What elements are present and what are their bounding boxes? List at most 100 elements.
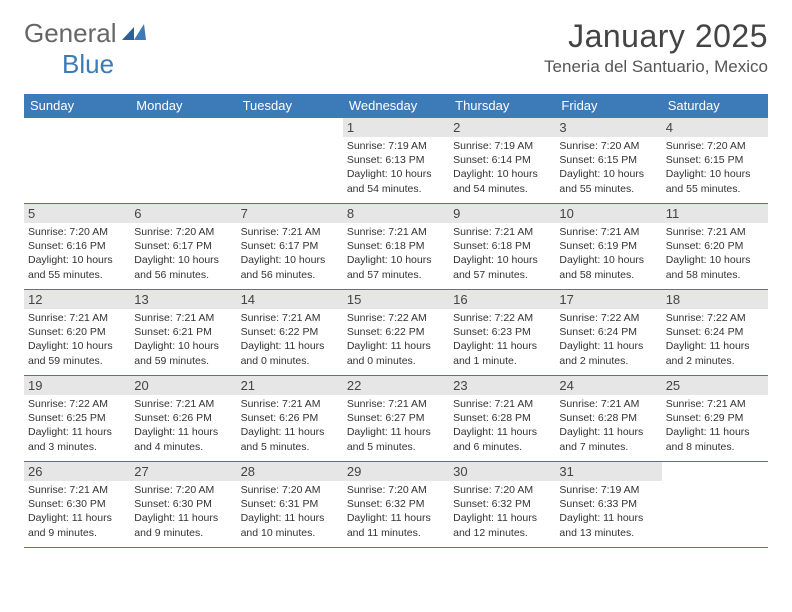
- day-info: Sunrise: 7:19 AMSunset: 6:13 PMDaylight:…: [347, 139, 445, 196]
- month-title: January 2025: [544, 18, 768, 55]
- day-cell: 11 Sunrise: 7:21 AMSunset: 6:20 PMDayligh…: [662, 204, 768, 290]
- day-number: 28: [237, 462, 343, 481]
- day-info: Sunrise: 7:20 AMSunset: 6:32 PMDaylight:…: [347, 483, 445, 540]
- day-number: 31: [555, 462, 661, 481]
- day-cell: 30 Sunrise: 7:20 AMSunset: 6:32 PMDayligh…: [449, 462, 555, 548]
- day-info: Sunrise: 7:21 AMSunset: 6:27 PMDaylight:…: [347, 397, 445, 454]
- day-header-thu: Thursday: [449, 94, 555, 118]
- day-number: 19: [24, 376, 130, 395]
- day-cell: 19 Sunrise: 7:22 AMSunset: 6:25 PMDayligh…: [24, 376, 130, 462]
- location-label: Teneria del Santuario, Mexico: [544, 57, 768, 77]
- day-cell: 29 Sunrise: 7:20 AMSunset: 6:32 PMDayligh…: [343, 462, 449, 548]
- day-cell: 9Sunrise: 7:21 AMSunset: 6:18 PMDaylight…: [449, 204, 555, 290]
- day-cell: 16 Sunrise: 7:22 AMSunset: 6:23 PMDayligh…: [449, 290, 555, 376]
- day-info: Sunrise: 7:20 AMSunset: 6:31 PMDaylight:…: [241, 483, 339, 540]
- week-row: 5 Sunrise: 7:20 AMSunset: 6:16 PMDaylight…: [24, 204, 768, 290]
- day-number: 30: [449, 462, 555, 481]
- day-cell: 27Sunrise: 7:20 AMSunset: 6:30 PMDayligh…: [130, 462, 236, 548]
- day-cell: 23Sunrise: 7:21 AMSunset: 6:28 PMDayligh…: [449, 376, 555, 462]
- day-info: Sunrise: 7:20 AMSunset: 6:32 PMDaylight:…: [453, 483, 551, 540]
- day-info: Sunrise: 7:21 AMSunset: 6:28 PMDaylight:…: [453, 397, 551, 454]
- day-info: Sunrise: 7:22 AMSunset: 6:25 PMDaylight:…: [28, 397, 126, 454]
- day-number: 13: [130, 290, 236, 309]
- day-cell: 2 Sunrise: 7:19 AMSunset: 6:14 PMDaylight…: [449, 118, 555, 204]
- day-cell: 5 Sunrise: 7:20 AMSunset: 6:16 PMDaylight…: [24, 204, 130, 290]
- day-header-tue: Tuesday: [237, 94, 343, 118]
- day-cell: [237, 118, 343, 204]
- day-cell: [130, 118, 236, 204]
- day-cell: 7 Sunrise: 7:21 AMSunset: 6:17 PMDaylight…: [237, 204, 343, 290]
- day-cell: 18 Sunrise: 7:22 AMSunset: 6:24 PMDayligh…: [662, 290, 768, 376]
- day-cell: 13Sunrise: 7:21 AMSunset: 6:21 PMDayligh…: [130, 290, 236, 376]
- day-info: Sunrise: 7:21 AMSunset: 6:26 PMDaylight:…: [241, 397, 339, 454]
- day-info: Sunrise: 7:21 AMSunset: 6:18 PMDaylight:…: [453, 225, 551, 282]
- day-header-wed: Wednesday: [343, 94, 449, 118]
- day-info: Sunrise: 7:21 AMSunset: 6:26 PMDaylight:…: [134, 397, 232, 454]
- day-number: 12: [24, 290, 130, 309]
- day-number: 16: [449, 290, 555, 309]
- day-number: 25: [662, 376, 768, 395]
- day-number: 2: [449, 118, 555, 137]
- calendar-table: Sunday Monday Tuesday Wednesday Thursday…: [24, 94, 768, 548]
- day-number: 20: [130, 376, 236, 395]
- day-number: 15: [343, 290, 449, 309]
- logo: General: [24, 18, 150, 49]
- day-number: 29: [343, 462, 449, 481]
- day-info: Sunrise: 7:21 AMSunset: 6:17 PMDaylight:…: [241, 225, 339, 282]
- day-info: Sunrise: 7:22 AMSunset: 6:22 PMDaylight:…: [347, 311, 445, 368]
- day-cell: 6 Sunrise: 7:20 AMSunset: 6:17 PMDaylight…: [130, 204, 236, 290]
- day-cell: 22 Sunrise: 7:21 AMSunset: 6:27 PMDayligh…: [343, 376, 449, 462]
- day-number: 18: [662, 290, 768, 309]
- day-cell: 20 Sunrise: 7:21 AMSunset: 6:26 PMDayligh…: [130, 376, 236, 462]
- day-header-row: Sunday Monday Tuesday Wednesday Thursday…: [24, 94, 768, 118]
- day-cell: 14 Sunrise: 7:21 AMSunset: 6:22 PMDayligh…: [237, 290, 343, 376]
- day-info: Sunrise: 7:20 AMSunset: 6:16 PMDaylight:…: [28, 225, 126, 282]
- day-number: 6: [130, 204, 236, 223]
- day-info: Sunrise: 7:22 AMSunset: 6:24 PMDaylight:…: [559, 311, 657, 368]
- day-info: Sunrise: 7:19 AMSunset: 6:14 PMDaylight:…: [453, 139, 551, 196]
- day-cell: 24Sunrise: 7:21 AMSunset: 6:28 PMDayligh…: [555, 376, 661, 462]
- day-info: Sunrise: 7:21 AMSunset: 6:19 PMDaylight:…: [559, 225, 657, 282]
- day-cell: 31 Sunrise: 7:19 AMSunset: 6:33 PMDayligh…: [555, 462, 661, 548]
- day-number: 17: [555, 290, 661, 309]
- day-info: Sunrise: 7:22 AMSunset: 6:23 PMDaylight:…: [453, 311, 551, 368]
- day-number: 4: [662, 118, 768, 137]
- day-number: 3: [555, 118, 661, 137]
- day-header-fri: Friday: [555, 94, 661, 118]
- day-number: 22: [343, 376, 449, 395]
- day-cell: 15 Sunrise: 7:22 AMSunset: 6:22 PMDayligh…: [343, 290, 449, 376]
- day-info: Sunrise: 7:20 AMSunset: 6:30 PMDaylight:…: [134, 483, 232, 540]
- day-number: 7: [237, 204, 343, 223]
- day-cell: 8 Sunrise: 7:21 AMSunset: 6:18 PMDaylight…: [343, 204, 449, 290]
- calendar-body: 1 Sunrise: 7:19 AMSunset: 6:13 PMDaylight…: [24, 118, 768, 548]
- day-info: Sunrise: 7:21 AMSunset: 6:22 PMDaylight:…: [241, 311, 339, 368]
- day-cell: [24, 118, 130, 204]
- week-row: 19 Sunrise: 7:22 AMSunset: 6:25 PMDayligh…: [24, 376, 768, 462]
- day-number: 8: [343, 204, 449, 223]
- day-info: Sunrise: 7:22 AMSunset: 6:24 PMDaylight:…: [666, 311, 764, 368]
- day-info: Sunrise: 7:20 AMSunset: 6:17 PMDaylight:…: [134, 225, 232, 282]
- day-cell: 3 Sunrise: 7:20 AMSunset: 6:15 PMDaylight…: [555, 118, 661, 204]
- day-number: 26: [24, 462, 130, 481]
- day-info: Sunrise: 7:21 AMSunset: 6:30 PMDaylight:…: [28, 483, 126, 540]
- day-info: Sunrise: 7:21 AMSunset: 6:20 PMDaylight:…: [666, 225, 764, 282]
- day-cell: 28 Sunrise: 7:20 AMSunset: 6:31 PMDayligh…: [237, 462, 343, 548]
- day-cell: [662, 462, 768, 548]
- week-row: 12Sunrise: 7:21 AMSunset: 6:20 PMDayligh…: [24, 290, 768, 376]
- day-info: Sunrise: 7:20 AMSunset: 6:15 PMDaylight:…: [666, 139, 764, 196]
- day-cell: 25Sunrise: 7:21 AMSunset: 6:29 PMDayligh…: [662, 376, 768, 462]
- day-number: 24: [555, 376, 661, 395]
- week-row: 1 Sunrise: 7:19 AMSunset: 6:13 PMDaylight…: [24, 118, 768, 204]
- logo-mark-icon: [122, 18, 148, 49]
- day-info: Sunrise: 7:20 AMSunset: 6:15 PMDaylight:…: [559, 139, 657, 196]
- day-number: 1: [343, 118, 449, 137]
- day-number: 11: [662, 204, 768, 223]
- day-cell: 1 Sunrise: 7:19 AMSunset: 6:13 PMDaylight…: [343, 118, 449, 204]
- day-number: 21: [237, 376, 343, 395]
- day-number: 14: [237, 290, 343, 309]
- day-info: Sunrise: 7:19 AMSunset: 6:33 PMDaylight:…: [559, 483, 657, 540]
- logo-text-general: General: [24, 18, 117, 49]
- day-number: 5: [24, 204, 130, 223]
- day-info: Sunrise: 7:21 AMSunset: 6:18 PMDaylight:…: [347, 225, 445, 282]
- day-header-mon: Monday: [130, 94, 236, 118]
